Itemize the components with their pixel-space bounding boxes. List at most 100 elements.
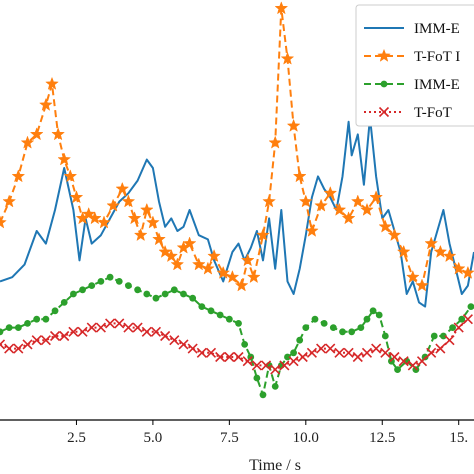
- x-tick-label: 5.0: [144, 430, 163, 446]
- legend: IMM-E T-FoT I IMM-E T-FoT: [355, 4, 474, 127]
- legend-item-4: T-FoT: [364, 105, 452, 121]
- series-4-point: [49, 330, 61, 342]
- x-tick-label: 2.5: [67, 430, 86, 446]
- series-3-point: [394, 366, 401, 373]
- series-2-point: [51, 127, 65, 141]
- series-2-point: [146, 215, 160, 229]
- series-4-point: [279, 360, 290, 371]
- series-3-point: [412, 366, 420, 373]
- series-4-point: [389, 351, 400, 363]
- series-2-point: [133, 227, 148, 242]
- series-2-point: [121, 194, 136, 208]
- series-3-point: [14, 324, 22, 331]
- series-4-point: [288, 356, 299, 367]
- legend-marker: [377, 48, 391, 62]
- legend-label: IMM-E: [414, 77, 460, 93]
- series-4-point: [371, 343, 382, 354]
- series-3-point: [134, 286, 142, 294]
- series-3-point: [430, 332, 438, 340]
- series-2-point: [97, 215, 111, 229]
- series-2-point: [106, 198, 120, 212]
- series-2: [0, 1, 474, 292]
- series-2-point: [207, 248, 221, 263]
- series-4: [0, 314, 473, 375]
- series-2-point: [268, 135, 283, 149]
- legend-frame: [355, 4, 474, 127]
- series-3-point: [161, 290, 169, 298]
- series-3-point: [271, 383, 279, 390]
- series-4-line: [0, 318, 469, 371]
- series-3-point: [311, 315, 319, 323]
- series-2-point: [234, 278, 249, 292]
- series-2-point: [323, 185, 338, 200]
- series-4-point: [31, 335, 42, 346]
- x-tick-label: 15.: [449, 430, 468, 446]
- series-4-point: [242, 356, 253, 367]
- series-4-point: [462, 314, 473, 325]
- series-2-point: [216, 265, 231, 279]
- series-2-point: [45, 76, 59, 90]
- series-4-point: [68, 326, 79, 337]
- series-4-point: [297, 351, 308, 363]
- series-4-point: [416, 356, 428, 367]
- series-3-point: [69, 290, 77, 298]
- series-3-point: [125, 282, 132, 289]
- series-4-point: [123, 322, 134, 333]
- series-2-point: [182, 236, 197, 250]
- series-2-point: [280, 51, 295, 65]
- series-2-point: [81, 206, 96, 221]
- series-2-point: [29, 127, 44, 141]
- series-3-point: [198, 303, 206, 310]
- series-3-point: [369, 307, 377, 315]
- series-4-point: [435, 343, 446, 354]
- series-2-point: [415, 278, 429, 292]
- legend-label: T-FoT I: [414, 49, 460, 65]
- series-4-point: [160, 330, 171, 342]
- series-3-point: [24, 320, 31, 327]
- series-3-point: [284, 353, 291, 361]
- series-4-point: [407, 360, 418, 371]
- series-3-point: [290, 349, 297, 357]
- series-4-point: [114, 318, 125, 329]
- series-2-point: [11, 169, 26, 183]
- legend-label: IMM-E: [414, 21, 460, 37]
- series-2-point: [191, 257, 206, 271]
- series-4-point: [205, 347, 217, 358]
- series-3-point: [458, 315, 466, 323]
- series-3-point: [143, 290, 151, 298]
- series-4-point: [343, 347, 354, 358]
- series-2-point: [369, 190, 383, 204]
- series-1: [0, 116, 474, 308]
- series-4-point: [306, 347, 317, 358]
- series-4-point: [13, 343, 24, 354]
- series-4-point: [105, 318, 116, 329]
- series-3-point: [5, 324, 13, 331]
- series-4-point: [187, 343, 198, 354]
- series-4-point: [325, 343, 336, 354]
- series-3-point: [152, 294, 160, 302]
- series-4-point: [260, 360, 272, 371]
- series-3-point: [180, 290, 187, 298]
- series-3-point: [381, 332, 389, 340]
- series-layer: [0, 1, 474, 399]
- series-2-point: [170, 257, 185, 271]
- series-4-point: [233, 351, 244, 363]
- series-3-point: [33, 315, 41, 323]
- series-3-point: [375, 311, 383, 319]
- series-4-point: [0, 339, 6, 350]
- series-3-point: [207, 307, 215, 315]
- series-2-point: [396, 244, 411, 258]
- series-3-point: [97, 278, 105, 285]
- series-3-point: [225, 315, 233, 323]
- series-2-point: [350, 194, 365, 208]
- series-2-point: [158, 244, 172, 258]
- series-4-point: [251, 360, 262, 371]
- series-4-point: [4, 343, 15, 354]
- x-axis-ticks: 2.5 5.0 7.5 10.0 12.5 15.: [67, 420, 468, 446]
- series-2-point: [314, 198, 328, 212]
- series-4-point: [361, 347, 373, 358]
- series-3: [0, 273, 474, 399]
- legend-marker: [378, 106, 390, 118]
- series-4-point: [150, 326, 162, 337]
